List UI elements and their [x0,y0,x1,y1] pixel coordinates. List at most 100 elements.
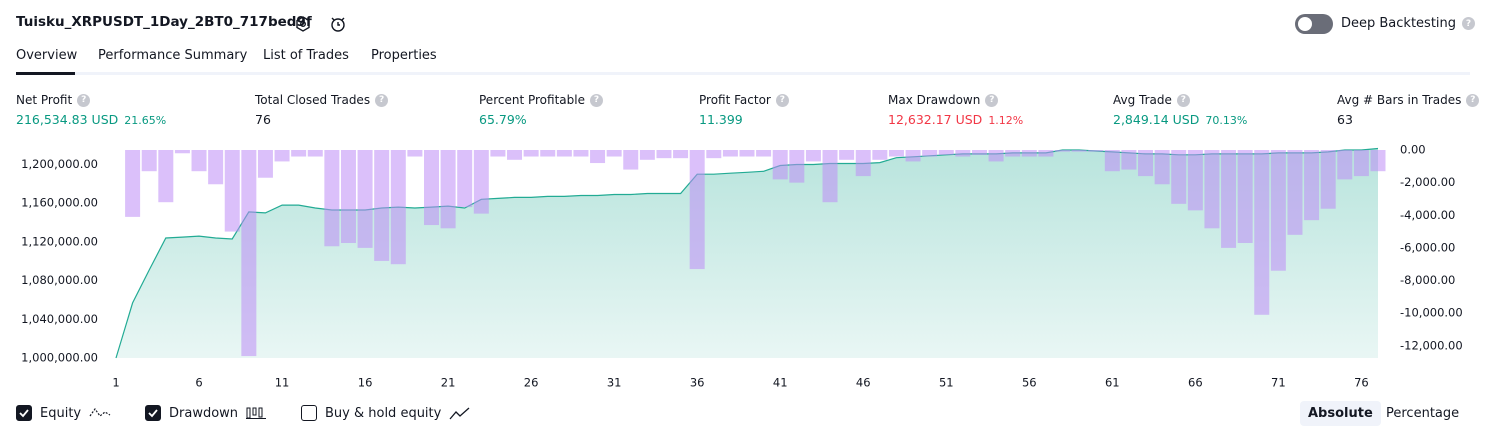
view-mode-button[interactable]: Absolute [1300,401,1381,426]
stat-label-row: Avg Trade? [1113,93,1190,107]
x-tick-label: 71 [1271,376,1286,390]
tab[interactable]: Properties [371,48,437,63]
stat-label: Net Profit [16,93,73,107]
stat-sub: 21.65% [124,114,167,127]
drawdown-bar [872,150,888,160]
deep-backtesting: Deep Backtesting? [1341,16,1476,31]
drawdown-bar [390,150,406,265]
drawdown-bar [988,150,1004,162]
x-tick-label: 1 [112,376,119,390]
drawdown-bar [1204,150,1220,229]
y2-tick-label: -4,000.00 [1400,208,1455,222]
drawdown-bar [722,150,738,157]
x-tick-label: 21 [441,376,456,390]
drawdown-bar [125,150,141,217]
drawdown-bar [922,150,938,157]
drawdown-bar [656,150,672,159]
drawdown-bar [457,150,473,208]
toggle-label: Drawdown [169,405,239,421]
x-tick-label: 26 [524,376,539,390]
toggle-label: Buy & hold equity [325,405,442,421]
drawdown-bar [490,150,506,157]
stat-value-row: 63 [1337,112,1353,127]
tab[interactable]: Overview [16,48,78,63]
drawdown-bar [1171,150,1187,204]
tab-divider [16,72,1470,75]
tab[interactable]: Performance Summary [98,48,248,63]
x-tick-label: 11 [275,376,290,390]
drawdown-bar [590,150,606,164]
stat-label: Total Closed Trades [255,93,371,107]
checkbox [301,405,317,421]
drawdown-bar [291,150,307,157]
checkbox [145,405,161,421]
strategy-title: Tuisku_XRPUSDT_1Day_2BT0_717bed9f [16,14,312,30]
stat-label-row: Percent Profitable? [479,93,603,107]
drawdown-bar [573,150,589,157]
drawdown-bar [1353,150,1369,177]
tab[interactable]: List of Trades [263,48,349,63]
y-tick-label: 1,200,000.00 [21,157,98,171]
x-tick-label: 56 [1022,376,1037,390]
toggle-icon [449,406,471,420]
drawdown-bar [1337,150,1353,180]
title-icons [296,16,345,32]
drawdown-bar [1088,150,1104,152]
drawdown-bar [1254,150,1270,315]
y2-tick-label: -12,000.00 [1400,338,1463,352]
help-icon: ? [985,93,999,107]
legend-toggle[interactable]: Buy & hold equity [301,405,471,421]
drawdown-bar [1138,150,1154,177]
stat-label-row: Profit Factor? [699,93,789,107]
drawdown-bar [772,150,788,180]
drawdown-bar [208,150,224,185]
legend-toggle[interactable]: Equity [16,405,111,421]
stat-label-row: Avg # Bars in Trades? [1337,93,1480,107]
legend-toggle[interactable]: Drawdown [145,405,268,421]
drawdown-bar [1055,150,1070,152]
help-icon: ? [77,93,91,107]
toggle-label: Equity [40,405,82,421]
drawdown-bar [606,150,622,157]
drawdown-bar [141,150,157,172]
stat-value-row: 11.399 [699,112,743,127]
stat-value-row: 12,632.17 USD 1.12% [888,112,1023,127]
drawdown-bar [805,150,821,162]
drawdown-bar [224,150,240,232]
x-tick-label: 31 [607,376,622,390]
drawdown-bar [839,150,855,160]
drawdown-bar [257,150,273,178]
y2-tick-label: 0.00 [1400,143,1426,157]
help-icon: ? [775,93,789,107]
drawdown-bar [1304,150,1320,221]
stat-label: Avg # Bars in Trades [1337,93,1462,107]
drawdown-bar [1154,150,1170,185]
drawdown-bar [1187,150,1203,211]
drawdown-bar [739,150,755,157]
stat-value-row: 2,849.14 USD 70.13% [1113,112,1247,127]
drawdown-bar [789,150,805,183]
drawdown-bar [507,150,523,160]
x-tick-label: 46 [856,376,871,390]
drawdown-bar [822,150,838,203]
view-mode-button[interactable]: Percentage [1386,406,1460,421]
stat-value: 76 [255,112,271,127]
active-tab-underline [16,72,75,75]
drawdown-bar [623,150,639,170]
stat-value: 216,534.83 USD [16,112,119,127]
y2-tick-label: -6,000.00 [1400,240,1455,254]
stat-value-row: 76 [255,112,271,127]
stat-value-row: 65.79% [479,112,527,127]
stat-value: 12,632.17 USD [888,112,983,127]
y2-tick-label: -2,000.00 [1400,175,1455,189]
drawdown-bar [905,150,921,162]
drawdown-bar [523,150,539,157]
y-tick-label: 1,040,000.00 [21,312,98,326]
drawdown-bar [540,150,556,157]
stat-sub: 70.13% [1205,114,1248,127]
deep-backtesting-switch[interactable] [1295,14,1333,34]
drawdown-bar [756,150,772,157]
drawdown-bar [1005,150,1021,157]
deep-backtesting-label: Deep Backtesting [1341,16,1457,31]
